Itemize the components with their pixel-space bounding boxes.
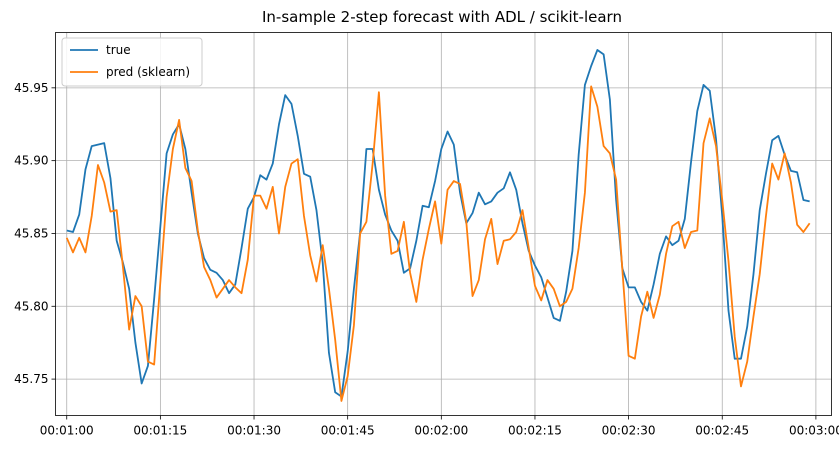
y-axis-ticks: 45.75 45.80 45.85 45.90 45.95: [14, 81, 56, 386]
y-tick-label: 45.85: [14, 226, 48, 240]
legend: true pred (sklearn): [61, 37, 203, 87]
x-tick-label: 00:01:45: [321, 424, 375, 438]
chart-title: In-sample 2-step forecast with ADL / sci…: [262, 8, 622, 26]
x-tick-label: 00:01:30: [227, 424, 281, 438]
series-layer: [65, 49, 811, 402]
plot-frame: [55, 32, 832, 416]
series-line-true: [66, 49, 810, 398]
y-tick-label: 45.75: [14, 372, 48, 386]
y-tick-label: 45.80: [14, 299, 48, 313]
x-tick-label: 00:03:00: [789, 424, 839, 438]
x-tick-label: 00:01:15: [133, 424, 187, 438]
x-tick-label: 00:02:30: [602, 424, 656, 438]
y-tick-label: 45.95: [14, 81, 48, 95]
legend-label-pred: pred (sklearn): [106, 65, 190, 79]
x-tick-label: 00:02:15: [508, 424, 562, 438]
legend-label-true: true: [106, 43, 131, 57]
x-axis-ticks: 00:01:00 00:01:15 00:01:30 00:01:45 00:02:00…: [40, 415, 839, 438]
x-tick-label: 00:02:00: [414, 424, 468, 438]
x-tick-label: 00:01:00: [40, 424, 94, 438]
x-tick-label: 00:02:45: [695, 424, 749, 438]
y-tick-label: 45.90: [14, 154, 48, 168]
series-line-pred: [65, 85, 811, 402]
